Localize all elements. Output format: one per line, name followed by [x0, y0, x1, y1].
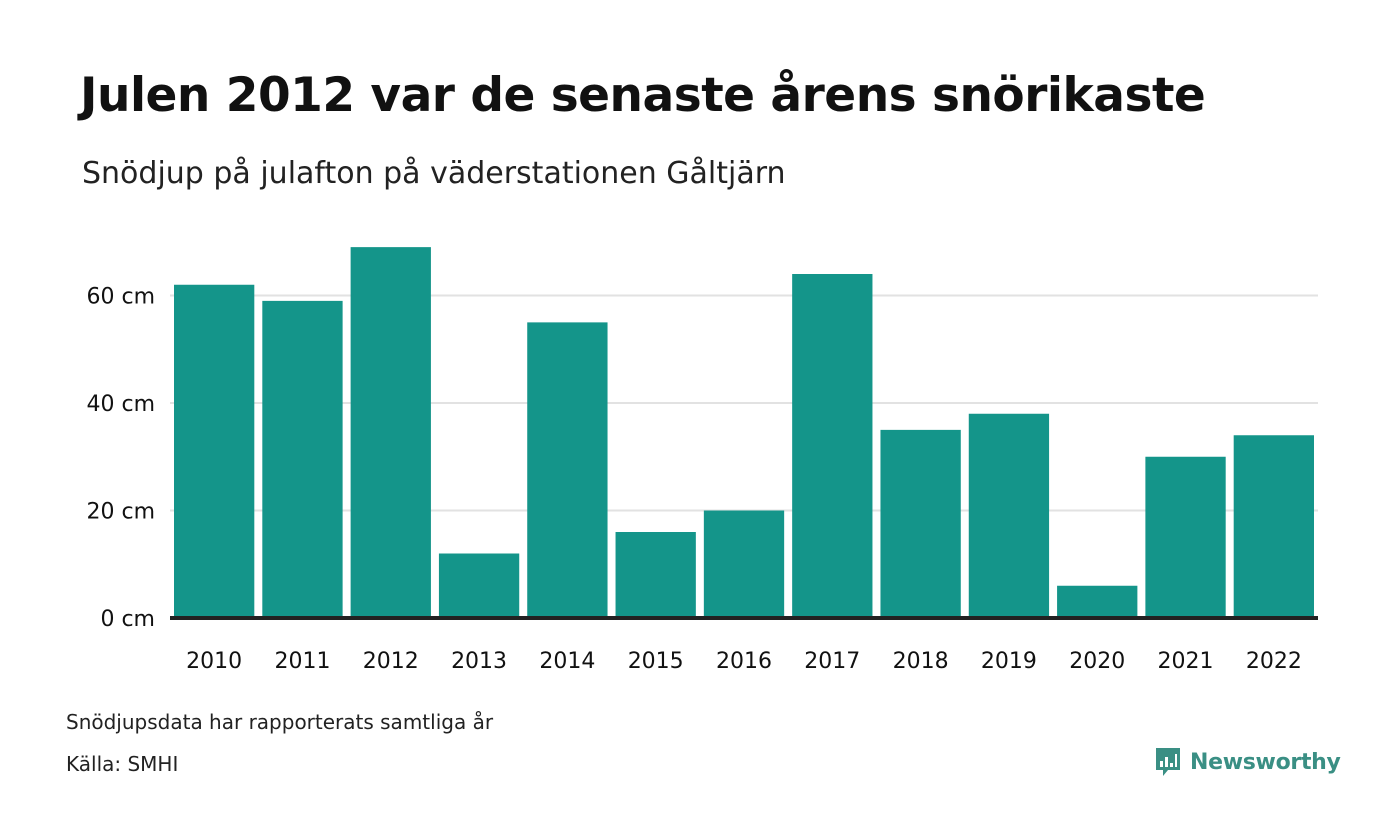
x-tick-label: 2012	[363, 649, 419, 674]
footnote: Snödjupsdata har rapporterats samtliga å…	[66, 710, 494, 734]
x-tick-label: 2021	[1158, 649, 1214, 674]
x-tick-label: 2015	[628, 649, 684, 674]
bar-2022	[1233, 435, 1314, 618]
brand-logo: Newsworthy	[1154, 746, 1341, 778]
chart-subtitle: Snödjup på julafton på väderstationen Gå…	[82, 156, 786, 191]
bar-2021	[1145, 456, 1226, 618]
chart-title: Julen 2012 var de senaste årens snörikas…	[80, 68, 1206, 123]
bars	[174, 247, 1314, 618]
brand-name: Newsworthy	[1190, 749, 1341, 775]
bar-2013	[438, 553, 520, 618]
y-tick-label: 0 cm	[100, 607, 155, 632]
x-tick-label: 2016	[716, 649, 772, 674]
newsworthy-logo-icon	[1156, 748, 1180, 776]
y-tick-label: 20 cm	[86, 500, 155, 525]
bar-2015	[615, 532, 696, 618]
bar-2017	[792, 274, 873, 618]
bar-2014	[527, 322, 608, 618]
y-tick-label: 40 cm	[86, 392, 155, 417]
bar-2011	[262, 300, 343, 618]
source-note: Källa: SMHI	[66, 752, 179, 776]
x-tick-label: 2010	[186, 649, 242, 674]
bar-2012	[350, 247, 431, 618]
x-tick-label: 2022	[1246, 649, 1302, 674]
bar-2019	[968, 413, 1050, 618]
bar-2016	[703, 510, 785, 618]
bar-2020	[1057, 585, 1138, 618]
bar-2010	[174, 284, 255, 618]
bar-2018	[880, 429, 961, 618]
x-tick-label: 2018	[893, 649, 949, 674]
x-tick-label: 2019	[981, 649, 1037, 674]
x-tick-label: 2014	[539, 649, 595, 674]
x-axis-ticks: 2010 2011 2012 2013 2014 2015 2016 2017 2018 2019…	[186, 649, 1302, 674]
bar-chart: 0 cm 20 cm 40 cm 60 cm 2010 2011 2012 2013 2014…	[86, 247, 1318, 674]
y-axis-ticks: 0 cm 20 cm 40 cm 60 cm	[86, 285, 155, 633]
x-tick-label: 2017	[804, 649, 860, 674]
x-tick-label: 2011	[274, 649, 330, 674]
x-tick-label: 2013	[451, 649, 507, 674]
x-tick-label: 2020	[1069, 649, 1125, 674]
y-tick-label: 60 cm	[86, 285, 155, 310]
